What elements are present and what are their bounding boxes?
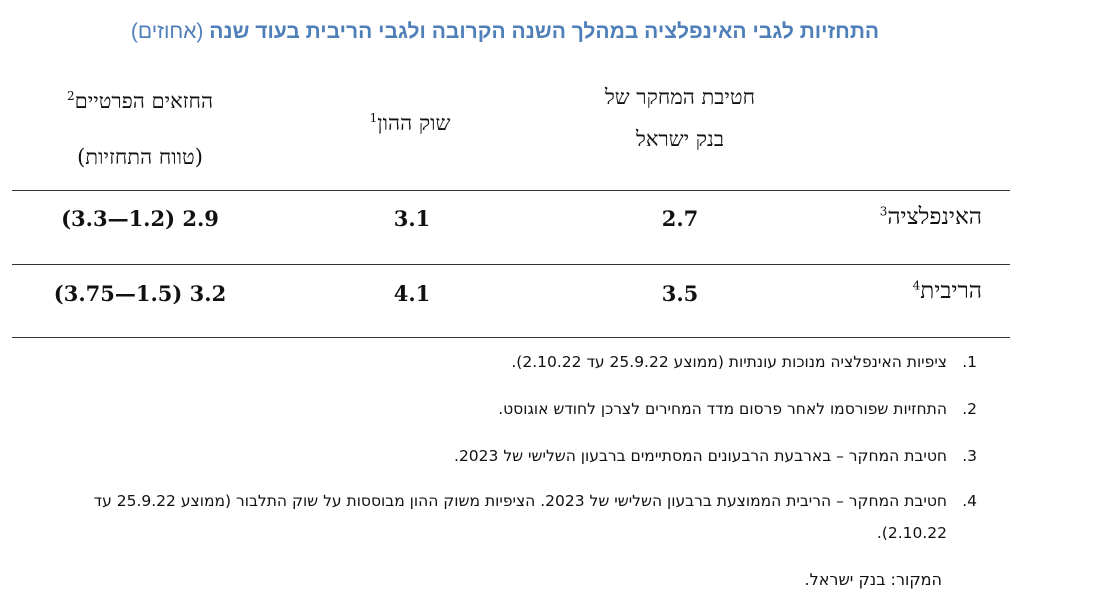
header-capital-market: שוק ההון1 xyxy=(330,97,490,144)
footnote-2-text: התחזיות שפורסמו לאחר פרסום מדד המחירים ל… xyxy=(498,400,947,418)
header-private: החזאים הפרטיים2 (טווח התחזיות) xyxy=(20,68,260,185)
table-rule-bottom xyxy=(12,337,1010,338)
footnote-4: 4. חטיבת המחקר – הריבית הממוצעת ברבעון ה… xyxy=(27,485,977,549)
table-rule-top xyxy=(12,190,1010,191)
footnote-2: 2. התחזיות שפורסמו לאחר פרסום מדד המחירי… xyxy=(498,393,977,425)
cell-interest-capital: 4.1 xyxy=(393,281,431,306)
header-private-line2: (טווח התחזיות) xyxy=(77,145,203,169)
page-title: התחזיות לגבי האינפלציה במהלך השנה הקרובה… xyxy=(0,20,1010,44)
footnote-4-text: חטיבת המחקר – הריבית הממוצעת ברבעון השלי… xyxy=(93,492,947,542)
footnote-2-num: 2. xyxy=(962,400,977,418)
footnote-3: 3. חטיבת המחקר – בארבעת הרבעונים המסתיימ… xyxy=(454,440,977,472)
row-label-inflation: האינפלציה3 xyxy=(879,204,982,230)
title-unit: (אחוזים) xyxy=(130,20,204,43)
header-research: חטיבת המחקר של בנק ישראל xyxy=(560,76,800,160)
header-capital-market-label: שוק ההון xyxy=(377,111,451,135)
cell-inflation-private: 2.9 (1.2—3.3) xyxy=(61,206,219,231)
header-private-note: 2 xyxy=(66,89,75,103)
header-capital-market-note: 1 xyxy=(369,111,378,125)
row-label-interest: הריבית4 xyxy=(912,278,982,304)
title-main: התחזיות לגבי האינפלציה במהלך השנה הקרובה… xyxy=(209,20,880,43)
footnote-3-num: 3. xyxy=(962,447,977,465)
footnote-1-text: ציפיות האינפלציה מנוכות עונתיות (ממוצע 2… xyxy=(511,353,947,371)
row-inflation-note: 3 xyxy=(879,204,888,219)
footnote-1: 1. ציפיות האינפלציה מנוכות עונתיות (ממוצ… xyxy=(511,346,977,378)
table-rule-middle xyxy=(12,264,1010,265)
header-research-line1: חטיבת המחקר של xyxy=(604,85,756,109)
cell-inflation-capital: 3.1 xyxy=(393,206,431,231)
source-note: המקור: בנק ישראל. xyxy=(804,570,942,589)
cell-interest-research: 3.5 xyxy=(661,281,699,306)
footnote-3-text: חטיבת המחקר – בארבעת הרבעונים המסתיימים … xyxy=(454,447,947,465)
cell-inflation-research: 2.7 xyxy=(661,206,699,231)
header-private-line1: החזאים הפרטיים xyxy=(74,89,214,113)
cell-interest-private: 3.2 (1.5—3.75) xyxy=(53,281,227,306)
header-research-line2: בנק ישראל xyxy=(636,127,724,151)
row-interest-note: 4 xyxy=(912,278,921,293)
footnote-1-num: 1. xyxy=(962,353,977,371)
footnote-4-num: 4. xyxy=(962,492,977,510)
